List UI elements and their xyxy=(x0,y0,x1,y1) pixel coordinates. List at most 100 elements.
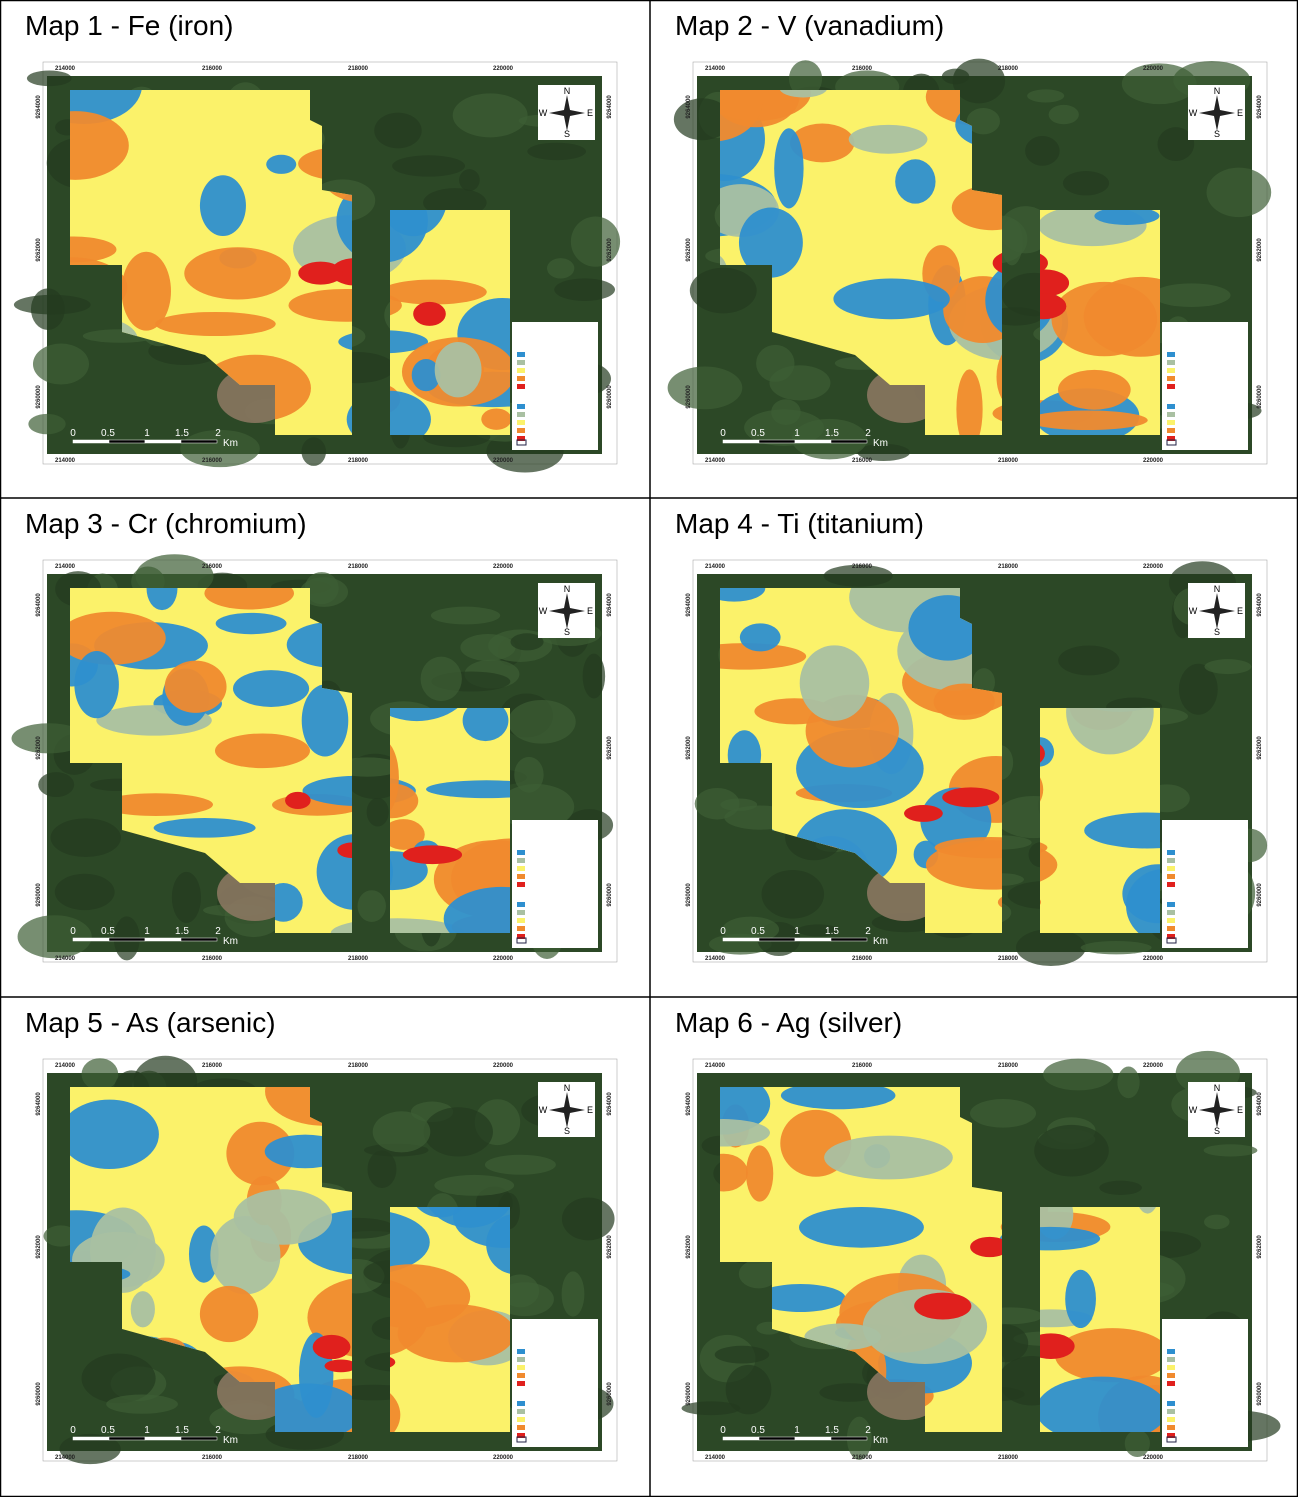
scale-label: 2 xyxy=(215,926,221,937)
forest-texture xyxy=(374,113,421,149)
overlay-zone xyxy=(800,645,870,721)
legend-swatch xyxy=(517,1417,525,1422)
y-coordinate-label: 9264000 xyxy=(36,593,42,617)
legend-swatch xyxy=(1167,412,1175,417)
overlay-zone xyxy=(184,247,291,299)
overlay-zone xyxy=(824,1136,953,1180)
compass-letter: S xyxy=(564,627,570,637)
legend-swatch xyxy=(517,1425,525,1430)
x-coordinate-label: 214000 xyxy=(55,1063,76,1069)
scale-segment xyxy=(759,938,795,941)
scale-label: 0 xyxy=(720,428,726,439)
legend-swatch xyxy=(1167,404,1175,409)
y-coordinate-label: 9262000 xyxy=(686,1235,692,1259)
y-coordinate-label: 9260000 xyxy=(36,1382,42,1406)
scale-label: 2 xyxy=(215,428,221,439)
legend-swatch xyxy=(1167,368,1175,373)
overlay-zone xyxy=(216,613,287,634)
overlay-zone xyxy=(1027,410,1147,430)
legend-swatch xyxy=(1167,384,1175,389)
legend-swatch xyxy=(1167,1349,1175,1354)
map-cell: Map 3 - Cr (chromium)2140002140002160002… xyxy=(12,508,617,962)
forest-texture xyxy=(431,607,500,625)
overlay-zone xyxy=(746,1145,773,1201)
overlay-zone xyxy=(266,155,296,174)
x-coordinate-label: 216000 xyxy=(852,564,873,570)
forest-texture xyxy=(1058,646,1119,676)
compass-letter: S xyxy=(564,1126,570,1136)
overlay-zone xyxy=(74,651,119,718)
forest-texture xyxy=(715,1346,769,1364)
forest-texture xyxy=(690,268,757,314)
overlay-zone xyxy=(849,125,928,154)
map-cell: Map 6 - Ag (silver)214000214000216000216… xyxy=(675,1007,1281,1461)
overlay-zone xyxy=(677,1119,770,1147)
legend-swatch xyxy=(517,1381,525,1386)
y-coordinate-label: 9264000 xyxy=(686,95,692,119)
compass-letter: N xyxy=(564,1083,571,1093)
map-cell: Map 1 - Fe (iron)21400021400021600021600… xyxy=(14,10,620,473)
scale-label: 1 xyxy=(794,428,800,439)
scale-unit: Km xyxy=(873,936,888,947)
legend-swatch xyxy=(517,866,525,871)
forest-texture xyxy=(301,437,326,466)
overlay-zone xyxy=(58,612,166,665)
forest-texture xyxy=(368,1151,397,1189)
forest-texture xyxy=(547,258,574,278)
forest-texture xyxy=(373,1111,431,1152)
forest-texture xyxy=(51,818,121,857)
legend-swatch xyxy=(1167,910,1175,915)
compass-letter: S xyxy=(1214,627,1220,637)
y-coordinate-label: 9264000 xyxy=(607,95,613,119)
overlay-zone xyxy=(1065,1270,1096,1328)
compass-letter: E xyxy=(1237,606,1243,616)
forest-texture xyxy=(485,1155,556,1175)
y-coordinate-label: 9260000 xyxy=(1257,1382,1263,1406)
legend-swatch xyxy=(517,376,525,381)
y-coordinate-label: 9260000 xyxy=(1257,385,1263,409)
x-coordinate-label: 218000 xyxy=(348,1455,369,1461)
legend-swatch xyxy=(1167,918,1175,923)
x-coordinate-label: 218000 xyxy=(348,956,369,962)
legend-swatch xyxy=(1167,866,1175,871)
forest-texture xyxy=(106,1395,178,1414)
legend-swatch xyxy=(517,1357,525,1362)
legend-swatch xyxy=(1167,428,1175,433)
x-coordinate-label: 216000 xyxy=(202,66,223,72)
scale-label: 0.5 xyxy=(101,428,115,439)
x-coordinate-label: 220000 xyxy=(493,66,514,72)
forest-texture xyxy=(1153,283,1231,307)
y-coordinate-label: 9260000 xyxy=(607,883,613,907)
overlay-zone xyxy=(740,623,781,651)
legend-swatch xyxy=(517,1401,525,1406)
legend-swatch xyxy=(1167,850,1175,855)
forest-texture xyxy=(358,890,386,922)
legend-swatch xyxy=(517,910,525,915)
x-coordinate-label: 216000 xyxy=(852,1455,873,1461)
compass-letter: S xyxy=(1214,129,1220,139)
y-coordinate-label: 9262000 xyxy=(36,1235,42,1259)
y-coordinate-label: 9262000 xyxy=(686,238,692,262)
legend-swatch xyxy=(1167,1373,1175,1378)
overlay-zone xyxy=(200,1286,258,1342)
forest-texture xyxy=(1125,1430,1150,1457)
y-coordinate-label: 9264000 xyxy=(1257,95,1263,119)
forest-texture xyxy=(1025,136,1060,166)
forest-texture xyxy=(1117,1067,1139,1099)
compass-letter: N xyxy=(564,86,571,96)
scale-label: 1.5 xyxy=(825,428,839,439)
overlay-zone xyxy=(774,128,803,208)
legend-swatch xyxy=(517,368,525,373)
forest-texture xyxy=(1043,1059,1113,1091)
forest-texture xyxy=(970,1099,1036,1128)
x-coordinate-label: 216000 xyxy=(852,458,873,464)
y-coordinate-label: 9260000 xyxy=(686,385,692,409)
y-coordinate-label: 9264000 xyxy=(1257,1092,1263,1116)
forest-texture xyxy=(527,143,586,160)
forest-texture xyxy=(771,399,801,425)
compass-letter: W xyxy=(539,1105,548,1115)
scale-label: 0 xyxy=(70,926,76,937)
legend-swatch xyxy=(1167,1401,1175,1406)
compass-letter: W xyxy=(1189,108,1198,118)
compass-letter: N xyxy=(1214,1083,1221,1093)
